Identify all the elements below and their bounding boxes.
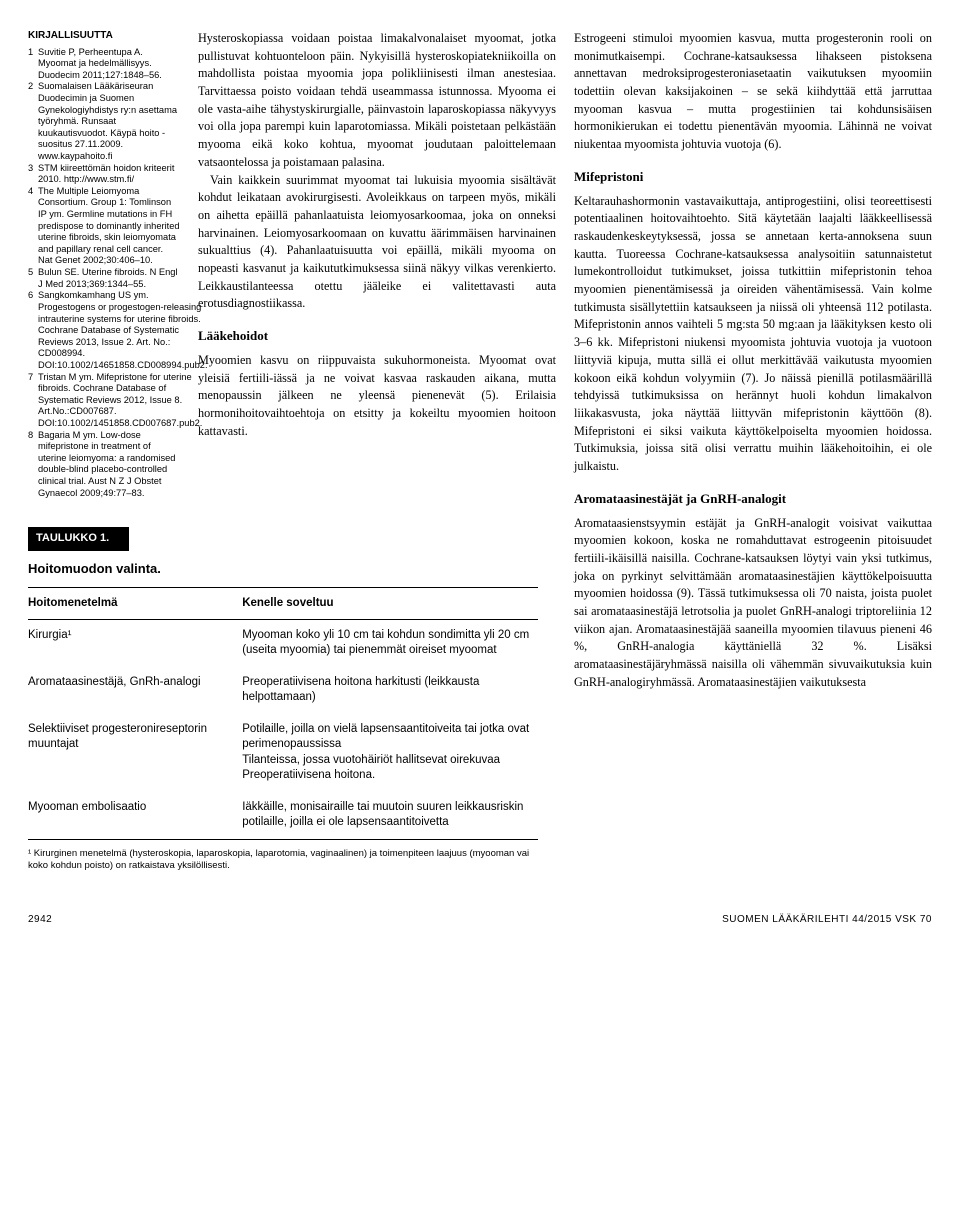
- right-p1: Estrogeeni stimuloi myoomien kasvua, mut…: [574, 30, 932, 154]
- middle-column: Hysteroskopiassa voidaan poistaa limakal…: [198, 30, 556, 872]
- ref-text: Bagaria M ym. Low-dose mifepristone in t…: [38, 430, 180, 500]
- reference-item: 6Sangkomkamhang US ym. Progestogens or p…: [28, 290, 180, 371]
- mid-p3: Myoomien kasvu on riippuvaista sukuhormo…: [198, 352, 556, 440]
- ref-text: The Multiple Leiomyoma Consortium. Group…: [38, 186, 180, 267]
- heading-laakehoidot: Lääkehoidot: [198, 327, 556, 346]
- journal-reference: SUOMEN LÄÄKÄRILEHTI 44/2015 VSK 70: [722, 914, 932, 925]
- ref-number: 2: [28, 81, 38, 162]
- reference-item: 2Suomalaisen Lääkäriseuran Duodecimin ja…: [28, 81, 180, 162]
- ref-text: Tristan M ym. Mifepristone for uterine f…: [38, 372, 202, 430]
- ref-number: 5: [28, 267, 38, 290]
- page-columns: KIRJALLISUUTTA 1Suvitie P, Perheentupa A…: [28, 30, 932, 872]
- reference-item: 4The Multiple Leiomyoma Consortium. Grou…: [28, 186, 180, 267]
- reference-item: 7Tristan M ym. Mifepristone for uterine …: [28, 372, 180, 430]
- references-heading: KIRJALLISUUTTA: [28, 30, 180, 43]
- heading-aromataasi: Aromataasinestäjät ja GnRH-analogit: [574, 490, 932, 509]
- right-p3: Aromataasienstsyymin estäjät ja GnRH-ana…: [574, 515, 932, 692]
- page-number: 2942: [28, 914, 52, 925]
- mid-p2: Vain kaikkein suurimmat myoomat tai luku…: [198, 172, 556, 314]
- ref-text: Suomalaisen Lääkäriseuran Duodecimin ja …: [38, 81, 180, 162]
- page-footer: 2942 SUOMEN LÄÄKÄRILEHTI 44/2015 VSK 70: [28, 914, 932, 925]
- ref-number: 8: [28, 430, 38, 500]
- ref-text: STM kiireettömän hoidon kriteerit 2010. …: [38, 163, 180, 186]
- reference-item: 1Suvitie P, Perheentupa A. Myoomat ja he…: [28, 47, 180, 82]
- main-columns: Hysteroskopiassa voidaan poistaa limakal…: [198, 30, 932, 872]
- ref-text: Suvitie P, Perheentupa A. Myoomat ja hed…: [38, 47, 180, 82]
- references-list: 1Suvitie P, Perheentupa A. Myoomat ja he…: [28, 47, 180, 500]
- ref-number: 7: [28, 372, 38, 430]
- ref-text: Sangkomkamhang US ym. Progestogens or pr…: [38, 290, 208, 371]
- table-badge: TAULUKKO 1.: [28, 527, 129, 551]
- ref-number: 6: [28, 290, 38, 371]
- ref-number: 4: [28, 186, 38, 267]
- ref-number: 3: [28, 163, 38, 186]
- mid-p1: Hysteroskopiassa voidaan poistaa limakal…: [198, 30, 556, 172]
- right-p2: Keltarauhashormonin vastavaikuttaja, ant…: [574, 193, 932, 476]
- reference-item: 8Bagaria M ym. Low-dose mifepristone in …: [28, 430, 180, 500]
- reference-item: 5Bulun SE. Uterine fibroids. N Engl J Me…: [28, 267, 180, 290]
- heading-mifepristoni: Mifepristoni: [574, 168, 932, 187]
- right-column: Estrogeeni stimuloi myoomien kasvua, mut…: [574, 30, 932, 872]
- ref-number: 1: [28, 47, 38, 82]
- reference-item: 3STM kiireettömän hoidon kriteerit 2010.…: [28, 163, 180, 186]
- ref-text: Bulun SE. Uterine fibroids. N Engl J Med…: [38, 267, 180, 290]
- references-column: KIRJALLISUUTTA 1Suvitie P, Perheentupa A…: [28, 30, 180, 872]
